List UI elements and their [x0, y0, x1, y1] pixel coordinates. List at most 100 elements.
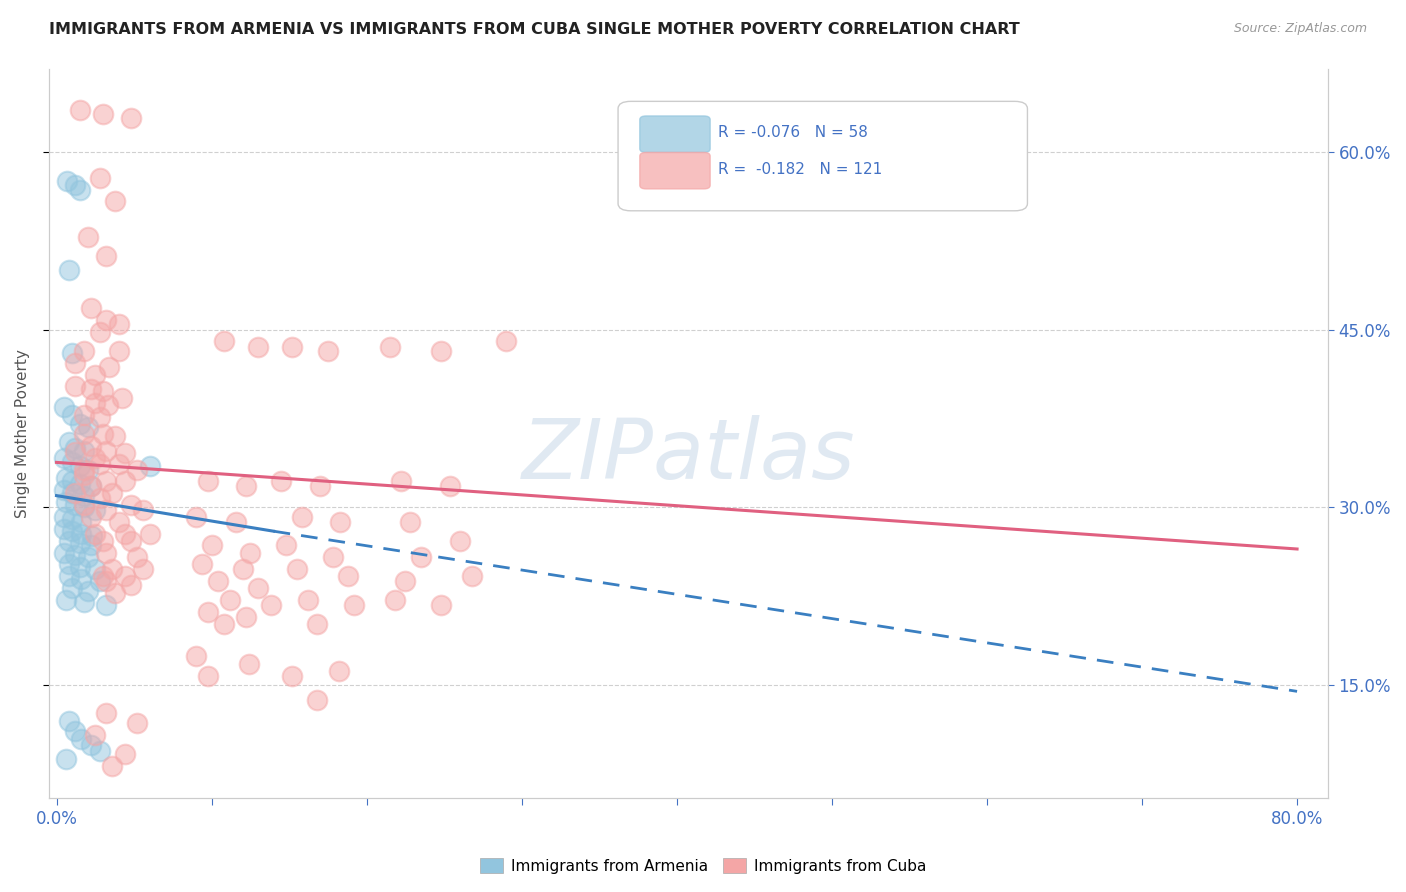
Point: [91, 384, 114, 399]
Point: [91, 533, 114, 548]
Point: [337, 569, 360, 583]
Point: [94, 574, 117, 588]
Point: [63, 486, 86, 500]
Text: R = -0.076   N = 58: R = -0.076 N = 58: [718, 125, 868, 140]
Point: [55, 471, 77, 485]
Point: [107, 515, 129, 529]
Point: [58, 533, 80, 548]
Point: [430, 598, 453, 612]
Point: [69, 182, 91, 196]
Point: [60, 581, 83, 595]
Point: [281, 340, 304, 354]
Point: [94, 503, 117, 517]
Point: [104, 586, 127, 600]
Point: [207, 574, 229, 588]
Point: [60, 408, 83, 422]
Point: [89, 491, 111, 505]
Point: [89, 457, 111, 471]
Point: [138, 458, 160, 473]
Point: [89, 325, 111, 339]
Point: [98, 360, 121, 375]
Point: [58, 558, 80, 572]
Point: [114, 446, 136, 460]
Point: [399, 515, 422, 529]
Point: [94, 443, 117, 458]
Point: [94, 475, 117, 489]
Point: [281, 669, 304, 683]
Point: [53, 510, 76, 524]
Point: [120, 577, 142, 591]
Point: [329, 515, 352, 529]
Point: [343, 598, 366, 612]
Point: [94, 249, 117, 263]
Point: [114, 747, 136, 762]
Point: [70, 515, 93, 529]
Point: [91, 569, 114, 583]
Point: [449, 533, 471, 548]
Point: [53, 450, 76, 465]
Point: [389, 475, 412, 489]
Point: [69, 559, 91, 574]
Point: [82, 529, 104, 543]
Point: [60, 475, 83, 489]
Point: [84, 503, 107, 517]
Point: [58, 569, 80, 583]
Point: [409, 550, 432, 565]
Point: [138, 526, 160, 541]
Point: [79, 479, 101, 493]
Point: [79, 538, 101, 552]
Point: [79, 738, 101, 752]
Y-axis label: Single Mother Poverty: Single Mother Poverty: [15, 349, 30, 517]
Point: [247, 340, 270, 354]
Point: [247, 581, 270, 595]
Point: [394, 574, 416, 588]
Point: [73, 498, 96, 512]
Point: [76, 462, 98, 476]
Point: [297, 593, 319, 607]
Point: [70, 526, 93, 541]
Point: [53, 522, 76, 536]
Point: [91, 106, 114, 120]
Point: [76, 419, 98, 434]
Point: [94, 545, 117, 559]
Point: [84, 728, 107, 742]
Point: [76, 230, 98, 244]
Point: [69, 103, 91, 117]
Point: [384, 593, 406, 607]
Point: [89, 170, 111, 185]
Point: [232, 562, 254, 576]
Point: [73, 468, 96, 483]
Point: [274, 538, 297, 552]
Point: [63, 498, 86, 512]
Point: [114, 475, 136, 489]
Point: [439, 479, 461, 493]
Point: [235, 609, 257, 624]
Point: [235, 479, 257, 493]
Point: [225, 515, 247, 529]
Point: [495, 334, 517, 349]
Text: ZIPatlas: ZIPatlas: [522, 415, 855, 496]
Point: [94, 598, 117, 612]
Point: [197, 669, 219, 683]
Point: [107, 457, 129, 471]
Point: [63, 444, 86, 458]
Point: [63, 178, 86, 192]
Point: [55, 494, 77, 508]
Point: [70, 572, 93, 586]
Point: [127, 716, 149, 731]
Point: [120, 112, 142, 126]
Text: R =  -0.182   N = 121: R = -0.182 N = 121: [718, 161, 882, 177]
Point: [114, 569, 136, 583]
Point: [60, 486, 83, 500]
Point: [60, 455, 83, 469]
Point: [91, 426, 114, 441]
Point: [101, 759, 124, 773]
Point: [63, 356, 86, 370]
Point: [53, 483, 76, 497]
Point: [73, 343, 96, 358]
Point: [84, 396, 107, 410]
Point: [197, 475, 219, 489]
Point: [84, 450, 107, 465]
Point: [322, 550, 344, 565]
Point: [328, 664, 350, 678]
